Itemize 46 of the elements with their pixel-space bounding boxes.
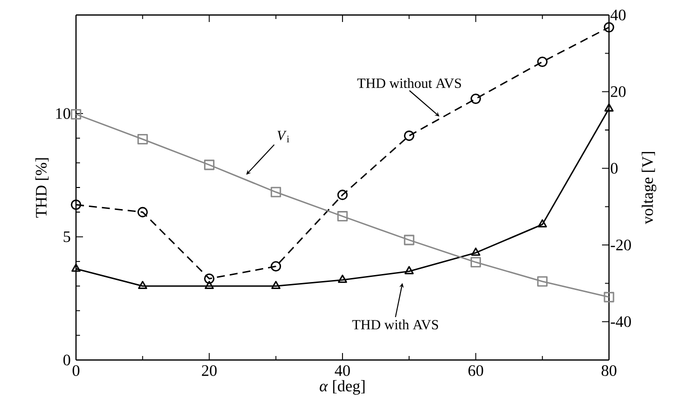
y-tick-label: 5: [64, 231, 70, 242]
point: [204, 273, 214, 284]
point: [270, 261, 282, 272]
y2-tick-label: 0: [610, 162, 618, 174]
point: [404, 266, 414, 274]
point: [404, 130, 414, 141]
point: [338, 274, 348, 283]
point: [204, 280, 214, 290]
point: [470, 94, 481, 104]
x-tick-label: 0: [72, 365, 80, 376]
point: [604, 292, 614, 302]
point: [538, 219, 547, 228]
point: [137, 206, 148, 218]
point: [271, 280, 280, 290]
y-tick-label: 0: [63, 354, 70, 366]
point: [70, 200, 82, 210]
point: [204, 160, 214, 170]
point: [337, 190, 348, 200]
point: [137, 134, 148, 144]
annotation: THD with AVS: [352, 320, 438, 330]
point: [337, 211, 348, 222]
point: [471, 248, 480, 256]
point: [470, 257, 481, 268]
x-tick-label: 80: [602, 365, 616, 376]
x-tick-label: 20: [202, 365, 217, 376]
x-axis-title: α [deg]: [320, 380, 365, 395]
point: [71, 264, 81, 272]
y2-tick-label: 20: [610, 86, 626, 98]
point: [270, 186, 282, 198]
x-tick-label: 60: [468, 365, 484, 376]
point: [537, 56, 548, 68]
y2-tick-label: -40: [610, 316, 631, 328]
y-tick-label: 10: [56, 108, 70, 119]
point: [138, 280, 148, 290]
annotation: V$_{i}$: [277, 130, 290, 142]
y-axis-title: THD [%]: [35, 158, 49, 218]
point: [70, 109, 82, 120]
y2-tick-label: 40: [610, 10, 626, 20]
point: [404, 234, 414, 246]
y2-tick-label: -20: [610, 240, 631, 250]
annotation: THD without AVS: [357, 78, 461, 88]
point: [537, 276, 548, 287]
point: [604, 103, 614, 112]
x-tick-label: 40: [334, 365, 350, 376]
point: [604, 22, 614, 33]
y2-axis-title: voltage [V]: [642, 152, 656, 224]
